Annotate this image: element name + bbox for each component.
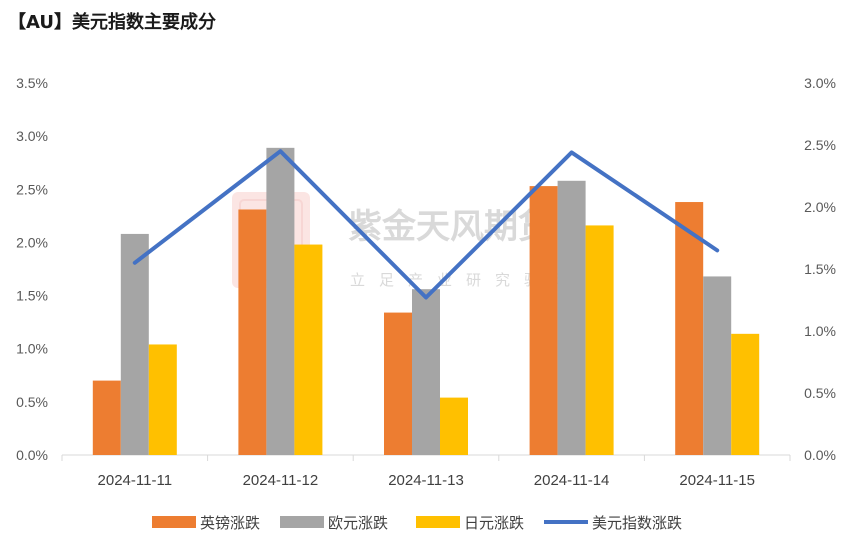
legend-label: 欧元涨跌 [328,514,388,532]
y-left-tick-label: 2.5% [16,181,48,197]
y-right-tick-label: 2.0% [804,199,836,215]
legend-label: 美元指数涨跌 [592,514,682,532]
y-left-tick-label: 0.5% [16,394,48,410]
x-tick-label: 2024-11-14 [534,472,610,489]
bar [529,186,558,455]
bar [703,276,732,455]
y-left-tick-label: 1.5% [16,288,48,304]
watermark-name: 紫金天风期货 [348,207,552,247]
bar [148,344,177,455]
legend-label: 英镑涨跌 [200,514,260,532]
y-right-tick-label: 1.0% [804,323,836,339]
bar [384,312,412,455]
legend-label: 日元涨跌 [464,514,524,532]
x-tick-label: 2024-11-15 [679,472,755,489]
y-left-tick-label: 3.0% [16,128,48,144]
bar [675,202,704,455]
legend-swatch [280,516,324,528]
bar [294,244,323,455]
x-tick-label: 2024-11-13 [388,472,464,489]
x-tick-label: 2024-11-11 [98,472,173,489]
bar [238,209,267,455]
axes: 0.0% 0.5% 1.0% 1.5% 2.0% 2.5% 3.0% 3.5% 0.0% 0.5%… [16,75,836,489]
page-title: 【AU】美元指数主要成分 [8,12,216,33]
y-right-tick-label: 1.5% [804,261,836,277]
y-left-tick-label: 3.5% [16,75,48,91]
bar [557,180,586,456]
legend-swatch [152,516,196,528]
legend-swatch [416,516,460,528]
y-left-tick-label: 1.0% [16,341,48,357]
bar [92,380,121,455]
dxy-line-layer [132,149,720,300]
bar [585,225,614,455]
bar [120,233,149,455]
bar [731,333,760,455]
y-right-tick-label: 2.5% [804,137,836,153]
x-tick-label: 2024-11-12 [243,472,319,489]
bar [412,289,440,455]
bar [440,397,468,455]
y-right-tick-label: 3.0% [804,75,836,91]
y-right-tick-label: 0.5% [804,385,836,401]
y-left-tick-label: 2.0% [16,234,48,250]
y-right-tick-label: 0.0% [804,447,836,463]
legend: 英镑涨跌 欧元涨跌 日元涨跌 美元指数涨跌 [152,514,682,532]
bar [266,147,295,455]
bars [92,147,760,456]
y-left-tick-label: 0.0% [16,447,48,463]
